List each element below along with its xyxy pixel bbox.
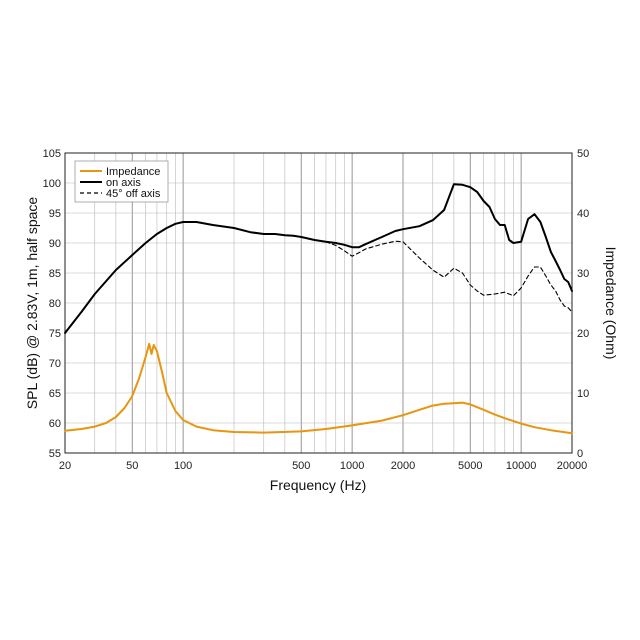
series-layer [64,183,573,435]
y-axis-label: SPL (dB) @ 2.83V, 1m, half space [24,197,40,410]
y-tick-label: 80 [49,298,61,310]
series-line-45-off-axis [325,240,573,313]
x-tick-label: 5000 [458,460,482,472]
y-tick-label: 105 [43,148,61,160]
legend-label-on-axis: on axis [106,177,141,189]
legend-label-impedance: Impedance [106,166,160,178]
x-tick-label: 50 [126,460,138,472]
y-tick-label: 65 [49,388,61,400]
y2-tick-label: 20 [577,328,589,340]
x-tick-label: 10000 [506,460,537,472]
y-tick-label: 95 [49,208,61,220]
x-axis-ticks: 20 50 100 500 1000 2000 5000 10000 20000 [59,460,587,472]
y-tick-label: 100 [43,178,61,190]
x-tick-label: 500 [292,460,310,472]
y-tick-label: 60 [49,418,61,430]
y-tick-label: 90 [49,238,61,250]
y2-axis-label: Impedance (Ohm) [603,247,619,360]
y2-tick-label: 50 [577,148,589,160]
x-tick-label: 20 [59,460,71,472]
series-line-impedance [64,342,573,435]
series-line-on-axis [64,183,573,334]
grid [64,152,573,454]
x-axis-label: Frequency (Hz) [270,477,366,493]
y-tick-label: 85 [49,268,61,280]
y2-axis-ticks: 0 10 20 30 40 50 [577,148,589,460]
legend: Impedance on axis 45° off axis [74,160,169,203]
x-tick-label: 100 [174,460,192,472]
y2-tick-label: 10 [577,388,589,400]
y-tick-label: 70 [49,358,61,370]
legend-label-off-axis: 45° off axis [106,188,161,200]
x-tick-label: 20000 [557,460,588,472]
plot-frame [64,152,573,454]
y-tick-label: 75 [49,328,61,340]
y2-tick-label: 30 [577,268,589,280]
y2-tick-label: 0 [577,448,583,460]
x-tick-label: 1000 [340,460,364,472]
y-axis-ticks: 55 60 65 70 75 80 85 90 95 100 105 [43,148,61,460]
y2-tick-label: 40 [577,208,589,220]
x-tick-label: 2000 [391,460,415,472]
y-tick-label: 55 [49,448,61,460]
